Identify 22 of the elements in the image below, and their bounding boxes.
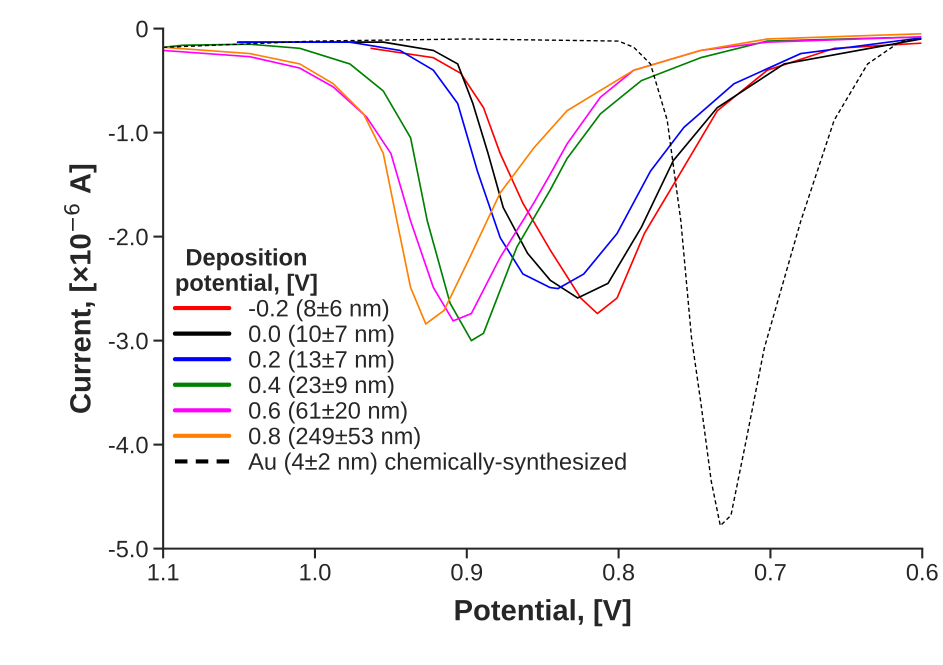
legend-label: 0.0 (10±7 nm) <box>249 324 394 347</box>
x-tick-label: 0.8 <box>603 564 634 581</box>
x-tick-label: 1.0 <box>300 564 330 581</box>
legend-label: 0.2 (13±7 nm) <box>249 350 394 372</box>
x-axis-title: Potential, [V] <box>456 599 630 626</box>
x-tick-label: 1.1 <box>148 564 178 580</box>
legend-label: 0.8 (249±53 nm) <box>249 427 420 450</box>
y-tick-label: -4.0 <box>108 436 148 454</box>
y-tick-label: -5.0 <box>108 540 148 558</box>
x-tick-label: 0.9 <box>451 564 482 581</box>
legend-label: 0.6 (61±20 nm) <box>249 401 407 424</box>
y-tick-label: -1.0 <box>108 124 148 142</box>
x-tick-label: 0.6 <box>906 564 938 581</box>
x-tick-label: 0.7 <box>754 564 786 581</box>
y-tick-label: -2.0 <box>108 228 148 246</box>
y-tick-label: 0 <box>136 20 148 38</box>
y-axis-title: Current, [×10$^{−6}$ A] <box>64 164 96 413</box>
legend-label: -0.2 (8±6 nm) <box>249 299 388 322</box>
legend-label: Au (4±2 nm) chemically-synthesized <box>248 452 626 475</box>
y-tick-label: -3.0 <box>108 332 148 350</box>
legend-label: 0.4 (23±9 nm) <box>249 376 394 398</box>
legend-title: Deposition potential, [V] <box>176 248 317 296</box>
